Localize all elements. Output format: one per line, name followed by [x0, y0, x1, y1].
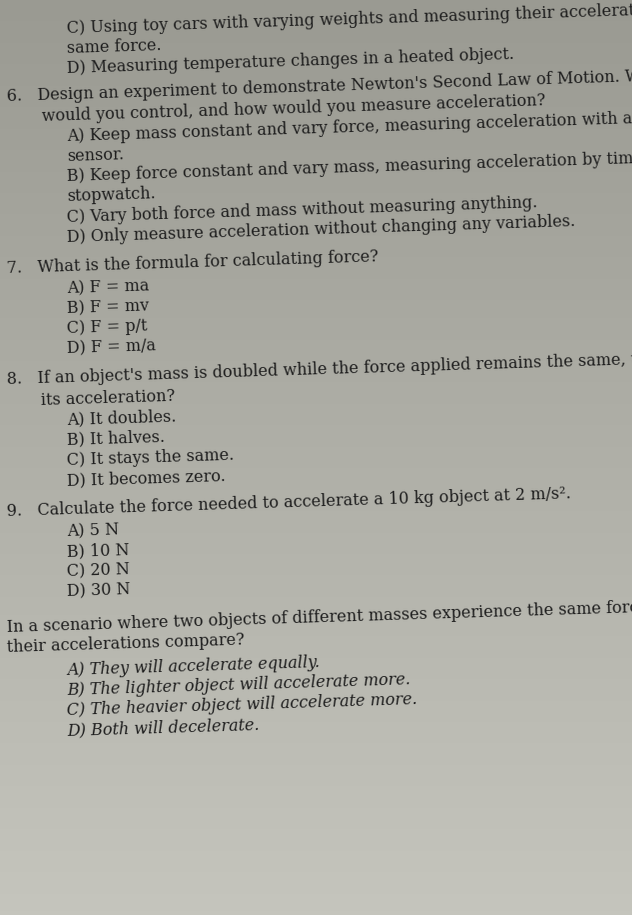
Text: B) It halves.: B) It halves. — [66, 429, 165, 449]
Text: 7.   What is the formula for calculating force?: 7. What is the formula for calculating f… — [6, 248, 379, 277]
Text: D) 30 N: D) 30 N — [66, 582, 130, 601]
Text: C) 20 N: C) 20 N — [66, 562, 130, 581]
Text: D) Both will decelerate.: D) Both will decelerate. — [66, 716, 259, 739]
Text: B) Keep force constant and vary mass, measuring acceleration by timing a: B) Keep force constant and vary mass, me… — [66, 149, 632, 186]
Text: A) It doubles.: A) It doubles. — [66, 408, 176, 429]
Text: D) It becomes zero.: D) It becomes zero. — [66, 468, 226, 490]
Text: A) Keep mass constant and vary force, measuring acceleration with a motion: A) Keep mass constant and vary force, me… — [66, 108, 632, 145]
Text: A) 5 N: A) 5 N — [66, 522, 119, 541]
Text: D) Measuring temperature changes in a heated object.: D) Measuring temperature changes in a he… — [66, 47, 514, 78]
Text: sensor.: sensor. — [66, 146, 124, 166]
Text: 6.   Design an experiment to demonstrate Newton's Second Law of Motion. Which va: 6. Design an experiment to demonstrate N… — [6, 64, 632, 105]
Text: 9.   Calculate the force needed to accelerate a 10 kg object at 2 m/s².: 9. Calculate the force needed to acceler… — [6, 486, 571, 521]
Text: C) The heavier object will accelerate more.: C) The heavier object will accelerate mo… — [66, 691, 417, 719]
Text: their accelerations compare?: their accelerations compare? — [6, 631, 245, 656]
Text: C) It stays the same.: C) It stays the same. — [66, 447, 234, 469]
Text: B) F = mv: B) F = mv — [66, 297, 149, 318]
Text: same force.: same force. — [66, 38, 161, 58]
Text: its acceleration?: its acceleration? — [41, 387, 176, 409]
Text: In a scenario where two objects of different masses experience the same force, h: In a scenario where two objects of diffe… — [6, 597, 632, 636]
Text: C) Vary both force and mass without measuring anything.: C) Vary both force and mass without meas… — [66, 194, 538, 226]
Text: stopwatch.: stopwatch. — [66, 186, 155, 206]
Text: C) Using toy cars with varying weights and measuring their acceleration with the: C) Using toy cars with varying weights a… — [66, 0, 632, 38]
Text: B) 10 N: B) 10 N — [66, 542, 130, 561]
Text: would you control, and how would you measure acceleration?: would you control, and how would you mea… — [41, 92, 545, 125]
Text: D) Only measure acceleration without changing any variables.: D) Only measure acceleration without cha… — [66, 213, 576, 246]
Text: D) F = m/a: D) F = m/a — [66, 338, 156, 358]
Text: C) F = p/t: C) F = p/t — [66, 318, 147, 338]
Text: B) The lighter object will accelerate more.: B) The lighter object will accelerate mo… — [66, 671, 411, 699]
Text: A) They will accelerate equally.: A) They will accelerate equally. — [66, 653, 320, 679]
Text: A) F = ma: A) F = ma — [66, 277, 149, 297]
Text: 8.   If an object's mass is doubled while the force applied remains the same, wh: 8. If an object's mass is doubled while … — [6, 348, 632, 389]
